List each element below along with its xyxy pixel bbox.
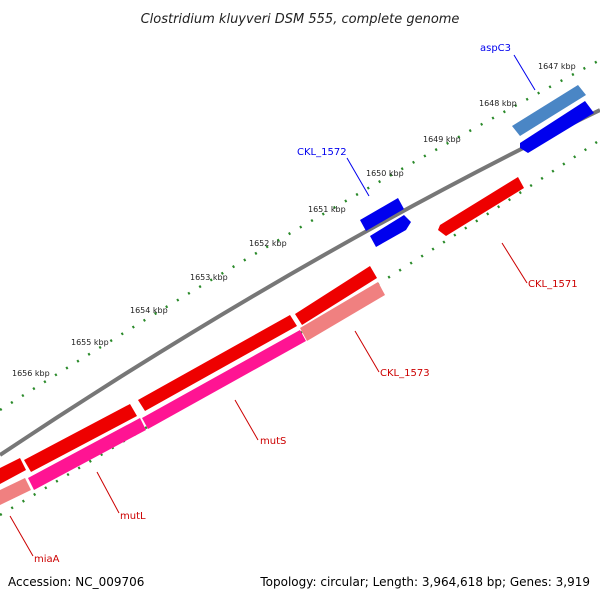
feature-CKL_1572-b[interactable]: [370, 215, 411, 247]
leader-mutS: [234, 399, 259, 441]
tick-label: 1654 kbp: [130, 306, 168, 315]
leader-CKL_1571: [501, 242, 528, 284]
leader-CKL_1572: [346, 157, 370, 197]
feature-mutS-b[interactable]: [142, 330, 306, 429]
feature-CKL_1571[interactable]: [438, 177, 524, 236]
tick-label: 1652 kbp: [249, 239, 287, 248]
gene-label-miaA[interactable]: miaA: [34, 554, 60, 565]
feature-CKL_1572-a[interactable]: [360, 198, 404, 231]
tick-label: 1656 kbp: [12, 369, 50, 378]
feature-CKL_1573-b[interactable]: [300, 282, 385, 341]
tick-label: 1650 kbp: [366, 169, 404, 178]
gene-label-CKL_1571[interactable]: CKL_1571: [528, 279, 578, 290]
leader-mutL: [96, 471, 120, 514]
outer-tick-ring: [0, 58, 600, 412]
tick-label: 1647 kbp: [538, 62, 576, 71]
accession-text: Accession: NC_009706: [8, 575, 144, 589]
tick-label: 1651 kbp: [308, 205, 346, 214]
tick-labels: 1647 kbp 1648 kbp 1649 kbp 1650 kbp 1651…: [12, 62, 576, 378]
feature-miaA-b[interactable]: [0, 478, 31, 505]
topology-summary: Topology: circular; Length: 3,964,618 bp…: [259, 575, 590, 589]
gene-label-CKL_1573[interactable]: CKL_1573: [380, 368, 430, 379]
leader-CKL_1573: [354, 330, 380, 373]
map-title: Clostridium kluyveri DSM 555, complete g…: [141, 12, 460, 27]
gene-label-aspC3[interactable]: aspC3: [480, 43, 511, 54]
genome-backbone: [0, 108, 600, 457]
feature-mutL-b[interactable]: [28, 418, 146, 490]
feature-CKL_1573-a[interactable]: [295, 266, 377, 325]
leader-aspC3: [513, 54, 536, 91]
tick-label: 1648 kbp: [479, 99, 517, 108]
features: [0, 85, 594, 505]
leader-miaA: [9, 515, 34, 557]
gene-label-mutS[interactable]: mutS: [260, 436, 286, 447]
feature-aspC3-outer[interactable]: [512, 85, 586, 136]
tick-label: 1655 kbp: [71, 338, 109, 347]
tick-label: 1649 kbp: [423, 135, 461, 144]
feature-mutS-a[interactable]: [138, 315, 297, 411]
feature-miaA-a[interactable]: [0, 458, 26, 484]
gene-labels: aspC3 CKL_1572 CKL_1571 CKL_1573 mutS mu…: [9, 43, 578, 565]
feature-aspC3-inner[interactable]: [520, 101, 594, 153]
gene-label-CKL_1572[interactable]: CKL_1572: [297, 147, 347, 158]
tick-label: 1653 kbp: [190, 273, 228, 282]
feature-mutL-a[interactable]: [24, 404, 137, 472]
gene-label-mutL[interactable]: mutL: [120, 511, 146, 522]
